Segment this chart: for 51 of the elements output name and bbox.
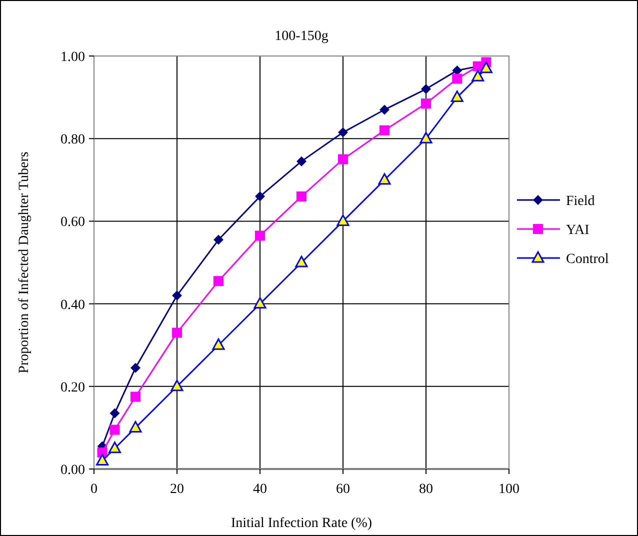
point [110,408,120,418]
point [254,297,266,309]
x-tick-label: 20 [170,482,184,497]
point [110,424,120,435]
point [212,338,225,350]
point [130,392,140,402]
point [129,420,142,432]
point [378,173,391,185]
y-tick-label: 1.00 [60,50,85,65]
point [336,214,350,226]
point [295,256,308,268]
point [380,125,390,136]
point [472,70,484,82]
x-tick-label: 40 [253,482,267,497]
x-tick-label: 80 [419,482,433,497]
chart-title: 100-150g [274,29,328,44]
point [421,98,431,108]
point [452,65,462,76]
point [172,328,182,338]
y-axis-title: Proportion of Infected Daughter Tubers [17,152,32,374]
legend-label: YAI [566,223,590,238]
point [214,234,224,245]
point [421,84,431,94]
point [255,230,265,241]
point [172,290,182,301]
legend-label: Field [566,194,595,209]
point [452,74,462,84]
point [338,127,348,138]
y-tick-label: 0.60 [60,215,85,230]
x-tick-label: 100 [498,482,520,497]
legend-label: Control [566,252,609,267]
point [214,276,224,286]
x-tick-label: 0 [90,482,98,497]
point [96,454,109,466]
x-tick-label: 60 [336,482,350,497]
point [130,362,140,373]
point [296,191,306,202]
y-tick-label: 0.00 [60,463,85,478]
point [338,154,348,164]
point [255,191,265,202]
point [480,62,492,74]
point [380,104,390,115]
point [296,156,306,166]
y-tick-label: 0.80 [60,132,85,148]
point [108,442,121,454]
point [170,380,184,392]
y-tick-label: 0.20 [60,380,85,396]
x-axis-title: Initial Infection Rate (%) [230,516,372,531]
point [450,90,464,102]
point [420,132,432,144]
y-tick-label: 0.40 [60,298,85,313]
